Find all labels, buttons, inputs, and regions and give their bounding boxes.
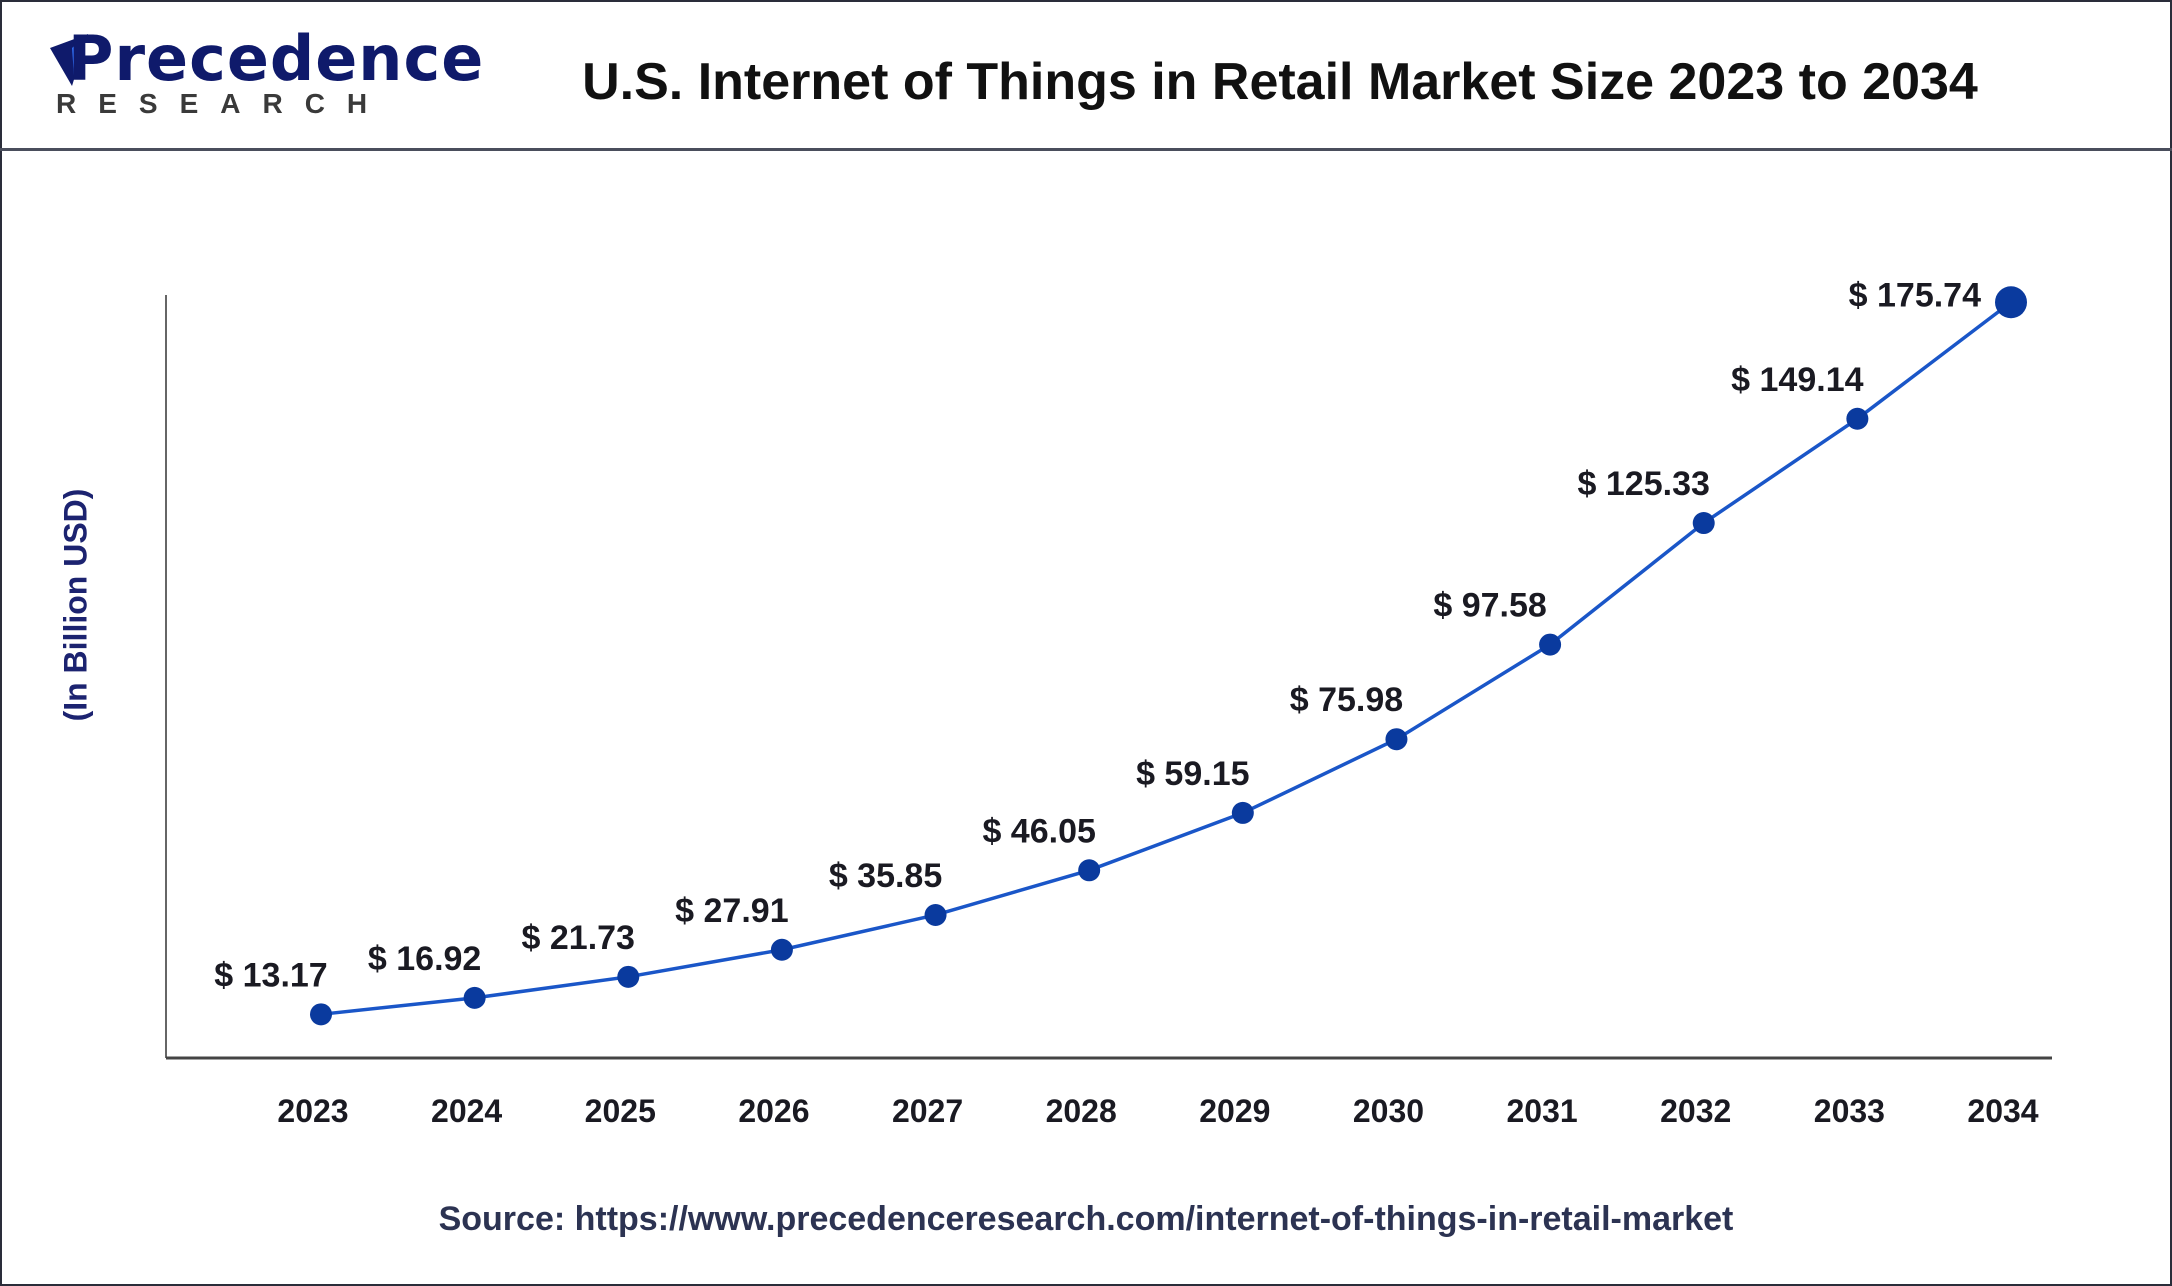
data-point bbox=[1692, 512, 1715, 535]
logo-arrow-icon bbox=[50, 34, 88, 86]
x-tick-label: 2032 bbox=[1660, 1093, 1731, 1129]
x-tick-label: 2025 bbox=[585, 1093, 656, 1129]
data-point bbox=[617, 965, 640, 988]
data-point bbox=[1846, 407, 1869, 430]
data-point bbox=[1231, 801, 1254, 824]
data-label: $ 46.05 bbox=[982, 812, 1095, 850]
x-tick-label: 2028 bbox=[1046, 1093, 1117, 1129]
x-tick-label: 2029 bbox=[1199, 1093, 1270, 1129]
x-tick-label: 2026 bbox=[738, 1093, 809, 1129]
data-point bbox=[463, 986, 486, 1009]
data-label: $ 27.91 bbox=[675, 892, 788, 930]
x-tick-label: 2024 bbox=[431, 1093, 502, 1129]
data-label: $ 125.33 bbox=[1578, 465, 1710, 503]
logo-sub: RESEARCH bbox=[56, 88, 390, 119]
data-label: $ 59.15 bbox=[1136, 755, 1249, 793]
logo: Precedence RESEARCH bbox=[50, 22, 483, 122]
header: Precedence RESEARCH U.S. Internet of Thi… bbox=[0, 0, 2172, 151]
data-label: $ 75.98 bbox=[1290, 681, 1403, 719]
data-label: $ 149.14 bbox=[1731, 361, 1863, 399]
data-label: $ 21.73 bbox=[522, 919, 635, 957]
data-point bbox=[924, 903, 947, 926]
x-tick-label: 2027 bbox=[892, 1093, 963, 1129]
chart-title: U.S. Internet of Things in Retail Market… bbox=[582, 53, 1978, 111]
data-point bbox=[1385, 728, 1408, 751]
x-tick-label: 2023 bbox=[277, 1093, 348, 1129]
x-tick-label: 2031 bbox=[1506, 1093, 1577, 1129]
data-point bbox=[310, 1003, 332, 1026]
data-label: $ 97.58 bbox=[1433, 587, 1546, 625]
data-label: $ 13.17 bbox=[214, 956, 327, 994]
data-point bbox=[1539, 633, 1562, 656]
data-label: $ 16.92 bbox=[368, 940, 481, 978]
source-note: Source: https://www.precedenceresearch.c… bbox=[438, 1200, 1734, 1238]
data-point bbox=[770, 938, 793, 961]
x-tick-label: 2030 bbox=[1353, 1093, 1424, 1129]
data-point bbox=[1078, 859, 1101, 882]
x-tick-label: 2033 bbox=[1814, 1093, 1885, 1129]
data-label: $ 35.85 bbox=[829, 857, 942, 895]
series-line bbox=[320, 300, 2013, 1017]
data-point bbox=[1995, 286, 2027, 319]
data-label: $ 175.74 bbox=[1849, 276, 1981, 314]
logo-brand: Precedence bbox=[68, 22, 485, 95]
x-tick-label: 2034 bbox=[1967, 1093, 2038, 1129]
